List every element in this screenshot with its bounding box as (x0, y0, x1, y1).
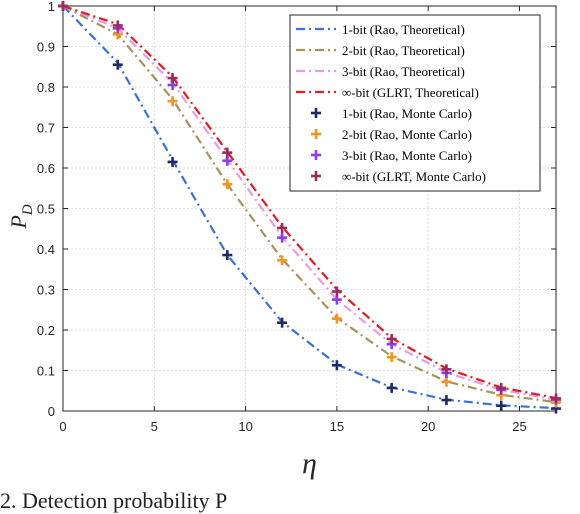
data-point-7-5 (331, 286, 342, 297)
legend: 1-bit (Rao, Theoretical) 2-bit (Rao, Theo… (289, 14, 541, 192)
x-tick-label: 15 (330, 419, 344, 434)
legend-label-1: 2-bit (Rao, Theoretical) (342, 43, 465, 58)
series-line-3 (62, 4, 557, 400)
data-point-7-4 (277, 222, 288, 233)
data-point-5-7 (441, 376, 452, 387)
data-point-4-5 (331, 360, 342, 371)
series-line-0 (62, 5, 557, 410)
data-point-7-2 (167, 73, 178, 84)
data-point-5-5 (331, 313, 342, 324)
data-point-7-3 (222, 147, 233, 158)
series-line-1 (62, 5, 557, 404)
legend-box (289, 14, 541, 192)
y-axis-label-main: P (6, 215, 31, 229)
y-tick-label: 0.3 (37, 283, 55, 298)
legend-swatch-4 (311, 108, 321, 118)
x-tick-label: 25 (512, 419, 526, 434)
legend-swatch-7 (311, 171, 321, 181)
data-point-7-1 (112, 20, 123, 31)
x-tick-label: 0 (59, 419, 66, 434)
figure-caption: 2. Detection probability P (0, 488, 228, 513)
data-point-6-4 (277, 232, 288, 243)
legend-label-3: ∞-bit (GLRT, Theoretical) (342, 85, 479, 100)
data-point-5-6 (386, 352, 397, 363)
data-point-7-7 (441, 364, 452, 375)
y-tick-label: 0.2 (37, 323, 55, 338)
monte-carlo-markers (58, 1, 561, 414)
y-tick-label: 0.6 (37, 161, 55, 176)
y-tick-label: 0 (48, 404, 55, 419)
y-tick-label: 0.4 (37, 242, 55, 257)
y-tick-label: 0.1 (37, 364, 55, 379)
legend-label-5: 2-bit (Rao, Monte Carlo) (342, 127, 472, 142)
y-axis-label-sub: D (20, 204, 36, 216)
data-point-4-3 (222, 250, 233, 261)
x-tick-label: 20 (421, 419, 435, 434)
data-point-7-6 (386, 333, 397, 344)
x-tick-label: 5 (151, 419, 158, 434)
y-tick-label: 1 (48, 0, 55, 14)
legend-swatch-6 (311, 150, 321, 160)
data-point-4-8 (496, 400, 507, 411)
y-axis-ticks: 0 0.1 0.2 0.3 0.4 0.5 0.6 0.7 0.8 0.9 1 (37, 0, 556, 419)
data-point-7-9 (551, 393, 561, 404)
x-axis-label: η (302, 447, 317, 480)
legend-label-6: 3-bit (Rao, Monte Carlo) (342, 148, 472, 163)
grid (63, 6, 556, 411)
theoretical-lines (62, 4, 557, 410)
y-tick-label: 0.8 (37, 80, 55, 95)
y-axis-label-text: PD (6, 204, 36, 229)
legend-label-4: 1-bit (Rao, Monte Carlo) (342, 106, 472, 121)
legend-swatch-5 (311, 129, 321, 139)
data-point-5-4 (277, 255, 288, 266)
data-point-4-2 (167, 156, 178, 167)
y-tick-label: 0.5 (37, 202, 55, 217)
legend-label-7: ∞-bit (GLRT, Monte Carlo) (342, 169, 486, 184)
y-tick-label: 0.7 (37, 121, 55, 136)
y-tick-label: 0.9 (37, 40, 55, 55)
data-point-7-0 (58, 1, 68, 11)
legend-label-0: 1-bit (Rao, Theoretical) (342, 22, 465, 37)
y-axis-label: PD (6, 204, 36, 229)
x-axis-ticks: 0 5 10 15 20 25 (59, 6, 527, 434)
data-point-5-3 (222, 179, 233, 190)
legend-label-2: 3-bit (Rao, Theoretical) (342, 64, 465, 79)
data-point-4-4 (277, 317, 288, 328)
x-tick-label: 10 (238, 419, 252, 434)
data-point-7-8 (496, 382, 507, 393)
data-point-5-2 (167, 96, 178, 107)
data-point-4-7 (441, 395, 452, 406)
data-point-4-6 (386, 382, 397, 393)
series-line-2 (62, 4, 557, 401)
data-point-4-1 (112, 59, 123, 70)
